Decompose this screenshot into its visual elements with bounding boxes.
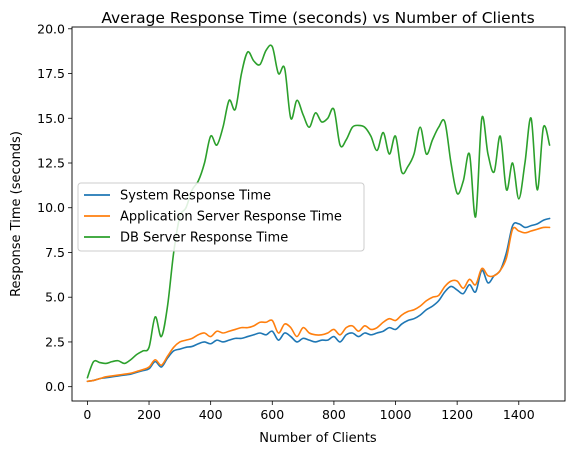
series-layer [86, 44, 551, 383]
x-tick-label: 200 [137, 407, 161, 422]
x-tick-label: 1000 [380, 407, 412, 422]
y-axis-label: Response Time (seconds) [9, 131, 24, 297]
y-tick-label: 0.0 [45, 379, 65, 394]
x-tick-label: 800 [322, 407, 346, 422]
x-tick-label: 400 [199, 407, 223, 422]
x-axis-label: Number of Clients [259, 431, 377, 446]
y-tick-label: 20.0 [37, 21, 65, 36]
series-line-3 [86, 44, 551, 379]
chart-title: Average Response Time (seconds) vs Numbe… [101, 9, 534, 27]
series-line-1 [86, 217, 551, 383]
y-tick-label: 10.0 [37, 200, 65, 215]
x-tick-label: 1200 [441, 407, 473, 422]
legend: System Response Time Application Server R… [77, 182, 365, 252]
y-tick-label: 12.5 [37, 156, 65, 171]
x-tick-label: 0 [83, 407, 91, 422]
x-tick-label: 1400 [503, 407, 535, 422]
y-tick-label: 15.0 [37, 111, 65, 126]
y-tick-label: 2.5 [45, 334, 65, 349]
x-tick-label: 600 [260, 407, 284, 422]
plot-frame [71, 26, 566, 402]
x-axis-ticks: 0 200 400 600 800 1000 1200 1400 [83, 401, 535, 422]
y-axis-ticks: 0.0 2.5 5.0 7.5 10.0 12.5 15.0 17.5 20.0 [37, 21, 72, 394]
y-tick-label: 7.5 [45, 245, 65, 260]
legend-label-2: Application Server Response Time [120, 210, 342, 225]
axes-layer [71, 26, 566, 402]
legend-box [77, 182, 365, 252]
legend-label-1: System Response Time [120, 189, 271, 204]
series-line-2 [86, 226, 551, 383]
y-tick-label: 5.0 [45, 290, 65, 305]
legend-label-3: DB Server Response Time [120, 231, 288, 246]
y-tick-label: 17.5 [37, 66, 65, 81]
